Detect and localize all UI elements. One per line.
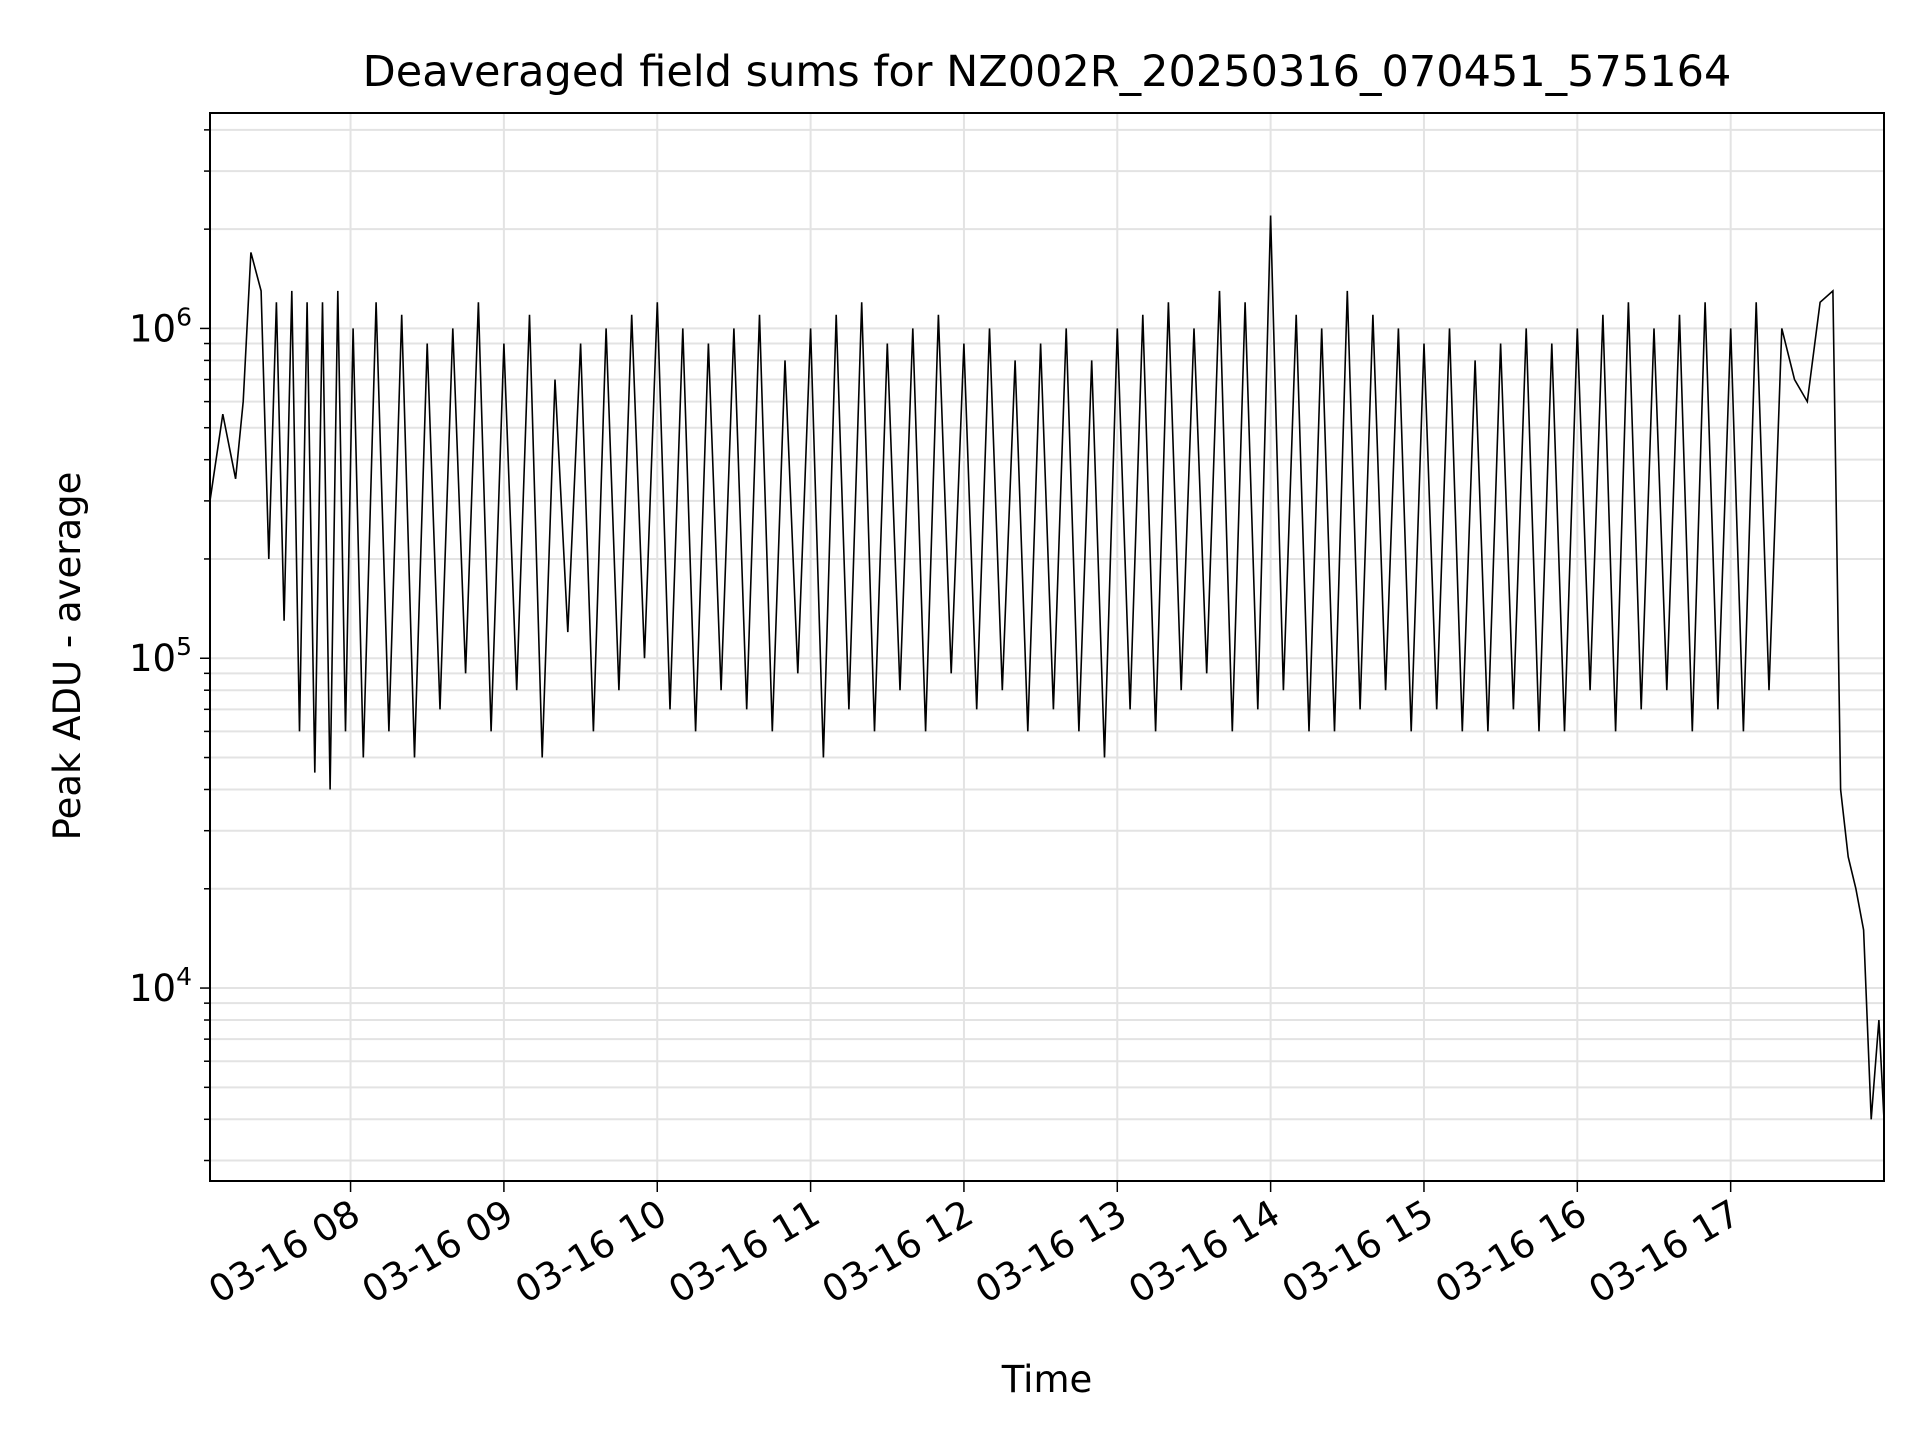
x-tick-label: 03-16 13 xyxy=(968,1192,1134,1312)
x-tick-label: 03-16 08 xyxy=(201,1192,367,1312)
plot-frame xyxy=(209,112,1885,1182)
y-tick-label: 105 xyxy=(129,632,192,680)
grid xyxy=(210,113,1884,1181)
y-axis-label: Peak ADU - average xyxy=(46,472,89,841)
y-tick-label: 106 xyxy=(129,302,192,350)
y-tick-label: 104 xyxy=(129,962,192,1010)
x-tick-label: 03-16 12 xyxy=(815,1192,981,1312)
chart-title: Deaveraged field sums for NZ002R_2025031… xyxy=(363,47,1732,97)
series-layer xyxy=(209,215,1885,1120)
x-tick-label: 03-16 10 xyxy=(508,1192,674,1312)
x-tick-label: 03-16 17 xyxy=(1582,1192,1748,1312)
x-tick-label: 03-16 14 xyxy=(1122,1192,1288,1312)
x-axis-label: Time xyxy=(1001,1358,1093,1401)
x-tick-label: 03-16 16 xyxy=(1428,1192,1594,1312)
x-tick-label: 03-16 11 xyxy=(662,1192,828,1312)
x-tick-label: 03-16 09 xyxy=(355,1192,521,1312)
series-line xyxy=(209,215,1885,1120)
x-tick-label: 03-16 15 xyxy=(1275,1192,1441,1312)
